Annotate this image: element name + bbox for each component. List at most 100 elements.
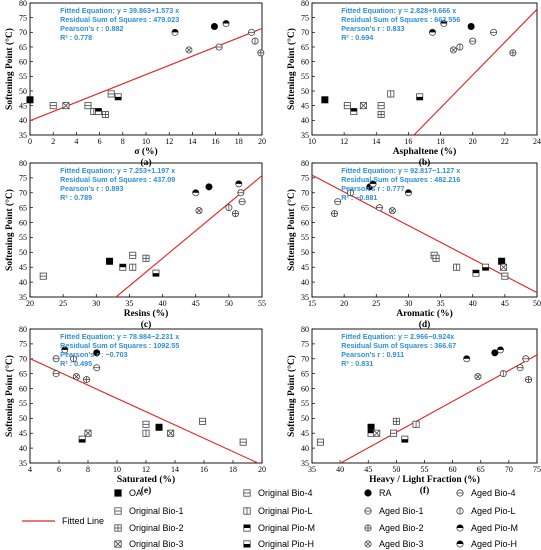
y-tick-label: 55 (301, 72, 309, 81)
x-tick-label: 16 (404, 137, 412, 146)
marker-AB1 (215, 43, 223, 51)
y-tick-label: 50 (19, 87, 27, 96)
x-tick-label: 65 (477, 465, 485, 474)
marker-APM (440, 20, 448, 28)
y-axis-label: Softening Point (°C) (286, 28, 297, 110)
x-tick-label: 35 (125, 299, 133, 308)
y-tick-label: 75 (19, 340, 27, 349)
marker-OPM (94, 108, 102, 116)
y-tick-label: 55 (301, 233, 309, 242)
y-tick-label: 65 (301, 43, 309, 52)
x-tick-label: 12 (340, 137, 348, 146)
x-tick-label: 8 (121, 137, 125, 146)
marker-AB2 (83, 376, 91, 384)
marker-AB4 (237, 189, 245, 197)
marker-OPL (412, 420, 420, 428)
marker-OB2 (377, 110, 385, 118)
y-tick-label: 60 (301, 384, 309, 393)
fit-equation: Fitted Equation: y = 2.966−0.924x (341, 332, 454, 341)
legend-item: RA (364, 488, 392, 498)
chart-panel-5: 35 40 45 50 55 60 65 70 75 80 4 6 8 10 12 14 16 18 20 Satur… (4, 325, 266, 496)
x-tick-label: 20 (258, 137, 266, 146)
y-tick-label: 60 (19, 384, 27, 393)
marker-AB3 (474, 373, 482, 381)
marker-RA (364, 489, 372, 497)
legend-label: Aged Pio-L (471, 506, 516, 516)
x-tick-label: 16 (200, 465, 208, 474)
x-tick-label: 8 (86, 465, 90, 474)
marker-AB1 (238, 198, 246, 206)
y-tick-label: 35 (301, 293, 309, 302)
r-squared: R² : 0.831 (341, 359, 373, 368)
y-tick-label: 40 (301, 116, 309, 125)
x-tick-label: 25 (372, 299, 380, 308)
marker-APH (404, 189, 412, 197)
marker-APH (171, 28, 179, 36)
panel-label: (b) (419, 157, 431, 168)
x-tick-label: 20 (340, 299, 348, 308)
marker-AB4 (456, 489, 464, 497)
marker-RA (93, 349, 101, 357)
y-tick-label: 70 (301, 28, 309, 37)
legend-item: Aged Pio-H (456, 539, 517, 549)
y-tick-label: 75 (301, 340, 309, 349)
y-tick-label: 80 (301, 325, 309, 334)
y-tick-label: 40 (301, 278, 309, 287)
legend-label: OA (129, 488, 142, 498)
legend-label: Aged Bio-2 (379, 523, 424, 533)
marker-AB4 (375, 204, 383, 212)
y-tick-label: 35 (301, 131, 309, 140)
marker-APM (369, 180, 377, 188)
x-tick-label: 50 (533, 299, 541, 308)
y-tick-label: 75 (301, 13, 309, 22)
marker-APM (235, 180, 243, 188)
marker-RA (205, 183, 213, 191)
x-tick-label: 4 (28, 465, 32, 474)
y-tick-label: 80 (19, 325, 27, 334)
marker-OPH (78, 435, 86, 443)
residual-sum-squares: Residual Sum of Squares : 437.09 (60, 175, 175, 184)
legend-fitted-line-label: Fitted Line (62, 516, 104, 526)
marker-AB4 (522, 355, 530, 363)
plot-frame (29, 162, 263, 298)
y-tick-label: 75 (301, 174, 309, 183)
y-tick-label: 50 (19, 248, 27, 257)
x-tick-label: 15 (308, 299, 316, 308)
marker-ABL (225, 204, 233, 212)
y-tick-label: 35 (19, 293, 27, 302)
y-tick-label: 35 (301, 459, 309, 468)
pearson-r: Pearson's r : −0.703 (60, 350, 127, 359)
legend: Fitted Line OA Original Bio-4 RA Aged Bio-4 O… (22, 488, 518, 549)
marker-OPM (350, 108, 358, 116)
legend-label: Aged Pio-H (471, 539, 517, 549)
marker-OPL (387, 90, 395, 98)
panel-label: (a) (140, 157, 151, 168)
x-tick-label: 20 (26, 299, 34, 308)
marker-AB1 (93, 364, 101, 372)
marker-AB1 (516, 364, 524, 372)
x-tick-label: 55 (421, 465, 429, 474)
x-tick-label: 18 (229, 465, 237, 474)
pearson-r: Pearson's r : 0.833 (341, 24, 404, 33)
marker-OA (106, 257, 114, 265)
marker-OB2 (114, 524, 122, 532)
x-tick-label: 10 (308, 137, 316, 146)
y-tick-label: 75 (19, 174, 27, 183)
panel-label: (c) (141, 319, 152, 330)
x-tick-label: 50 (392, 465, 400, 474)
legend-label: Aged Bio-3 (379, 539, 424, 549)
legend-label: Original Pio-L (258, 506, 313, 516)
x-tick-label: 12 (165, 137, 173, 146)
marker-AB4 (248, 28, 256, 36)
x-tick-label: 75 (533, 465, 541, 474)
plot-frame (311, 2, 538, 136)
legend-item: Original Bio-4 (243, 488, 313, 498)
marker-OB4 (129, 251, 137, 259)
pearson-r: Pearson's r : 0.893 (60, 184, 123, 193)
marker-APM (61, 346, 69, 354)
marker-OA (498, 257, 506, 265)
x-tick-label: 45 (192, 299, 200, 308)
marker-RA (491, 349, 499, 357)
legend-item: Aged Bio-1 (364, 506, 424, 516)
y-tick-label: 70 (19, 189, 27, 198)
